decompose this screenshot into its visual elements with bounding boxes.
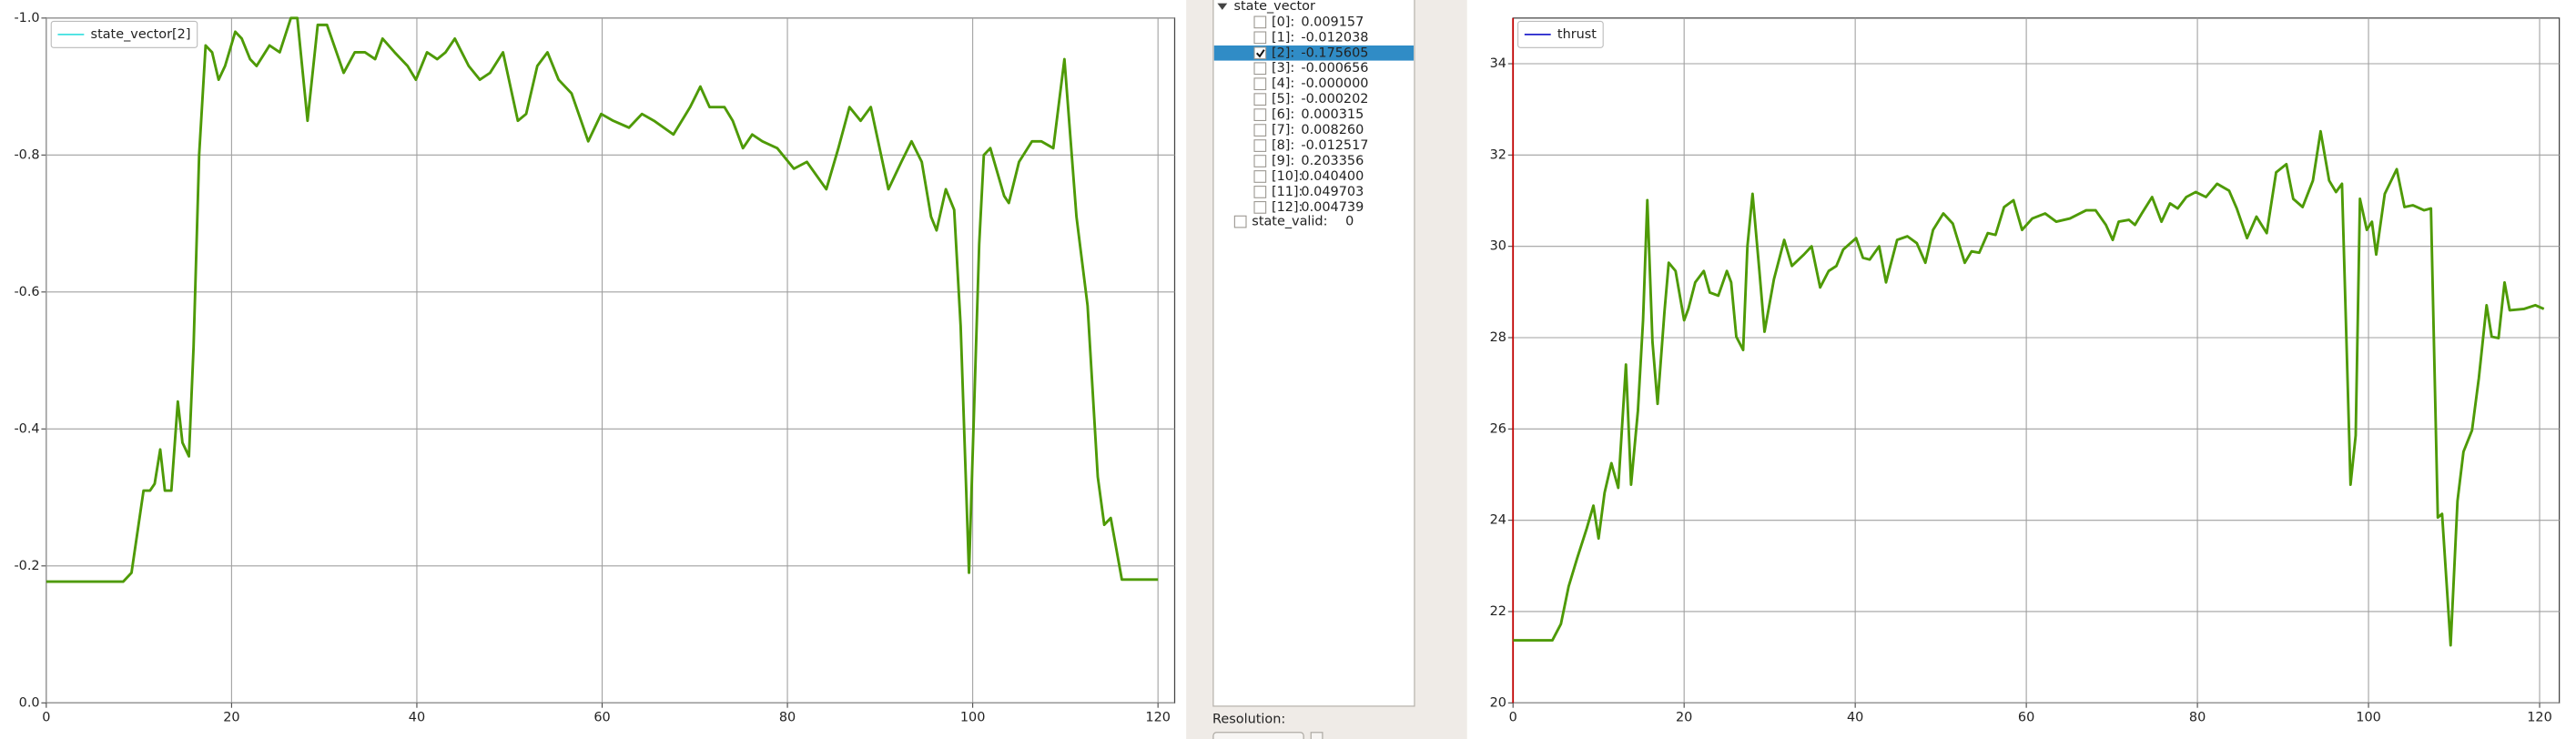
x-tick-label: 40 [409,711,425,725]
y-tick-label: -0.6 [14,285,39,299]
checkbox[interactable] [1253,77,1267,91]
resolution-label: Resolution: [1212,712,1285,726]
x-tick-label: 120 [1145,711,1171,725]
item-value: -0.012038 [1301,30,1368,45]
y-tick-label: 34 [1490,56,1506,71]
checkbox[interactable] [1253,139,1267,152]
y-tick-label: -0.2 [14,559,39,573]
y-tick-label: 30 [1490,239,1506,254]
x-tick-label: 80 [2189,711,2206,725]
x-tick-label: 20 [223,711,239,725]
item-label: [6]: [1272,107,1294,122]
item-label: [1]: [1272,30,1294,45]
y-tick-label: 20 [1490,695,1506,710]
legend-label: state_vector[2] [91,27,191,42]
y-tick-label: 22 [1490,604,1506,619]
y-tick-label: 32 [1490,147,1506,162]
item-label: [7]: [1272,123,1294,137]
legend-label: thrust [1557,27,1597,42]
item-value: -0.012517 [1301,138,1368,153]
item-value: 0.000315 [1301,107,1364,122]
checkbox[interactable] [1253,93,1267,106]
item-value: -0.000656 [1301,61,1368,76]
item-label: [12]: [1272,200,1303,215]
x-tick-label: 120 [2527,711,2552,725]
plot-area [1512,17,2561,704]
y-tick-label: 28 [1490,330,1506,345]
checkbox[interactable] [1253,201,1267,214]
item-label: [8]: [1272,138,1294,153]
checkbox[interactable] [1253,124,1267,137]
checkbox[interactable] [1253,31,1267,45]
item-value: 0.008260 [1301,123,1364,137]
tree-view[interactable] [1212,0,1415,707]
y-tick-label: 24 [1490,513,1506,528]
tree-rows: [0]: 0.009157 [1]: -0.012038 [2]: -0.175605 [3… [1213,15,1415,229]
item-label: [2]: [1272,46,1294,60]
item-label: [4]: [1272,76,1294,91]
item-label: [0]: [1272,15,1294,29]
expand-arrow[interactable] [1217,3,1228,10]
x-tick-label: 40 [1847,711,1863,725]
checkbox[interactable] [1253,186,1267,198]
y-tick-label: -1.0 [14,11,39,25]
checkbox[interactable] [1253,62,1267,76]
item-value: 0.009157 [1301,15,1364,29]
plot-area [46,17,1176,704]
item-value: -0.175605 [1301,46,1368,60]
x-tick-label: 100 [960,711,986,725]
item-value: 0.004739 [1301,200,1364,215]
checkbox[interactable] [1253,170,1267,183]
checkbox[interactable] [1253,108,1267,121]
item-value: -0.000202 [1301,92,1368,106]
x-tick-label: 60 [593,711,610,725]
x-tick-label: 100 [2356,711,2381,725]
x-tick-label: 20 [1676,711,1692,725]
x-tick-label: 0 [42,711,50,725]
check-mark [1255,49,1265,58]
resolution-input[interactable] [1212,732,1304,739]
legend-box [50,20,198,48]
tree-root[interactable]: state_vector [1233,0,1315,14]
y-tick-label: 0.0 [19,695,40,710]
item-label: [5]: [1272,92,1294,106]
extra-label: state_valid: [1252,215,1327,229]
item-label: [3]: [1272,61,1294,76]
item-label: [11]: [1272,185,1303,199]
x-tick-label: 60 [2018,711,2034,725]
item-label: [9]: [1272,154,1294,168]
checkbox[interactable] [1253,155,1267,167]
checkbox[interactable] [1233,215,1247,228]
item-value: 0.049703 [1301,185,1364,199]
item-value: -0.000000 [1301,76,1368,91]
resolution-button[interactable] [1310,732,1323,739]
item-value: 0.040400 [1301,169,1364,184]
item-value: 0.203356 [1301,154,1364,168]
extra-value: 0 [1345,215,1354,229]
item-label: [10]: [1272,169,1303,184]
data-line [46,16,1159,583]
legend-box [1517,20,1604,48]
x-tick-label: 80 [779,711,796,725]
y-tick-label: -0.4 [14,421,39,436]
x-tick-label: 0 [1509,711,1517,725]
checkbox[interactable] [1253,15,1267,29]
data-line [1513,129,2545,647]
y-tick-label: 26 [1490,421,1506,436]
y-tick-label: -0.8 [14,147,39,162]
